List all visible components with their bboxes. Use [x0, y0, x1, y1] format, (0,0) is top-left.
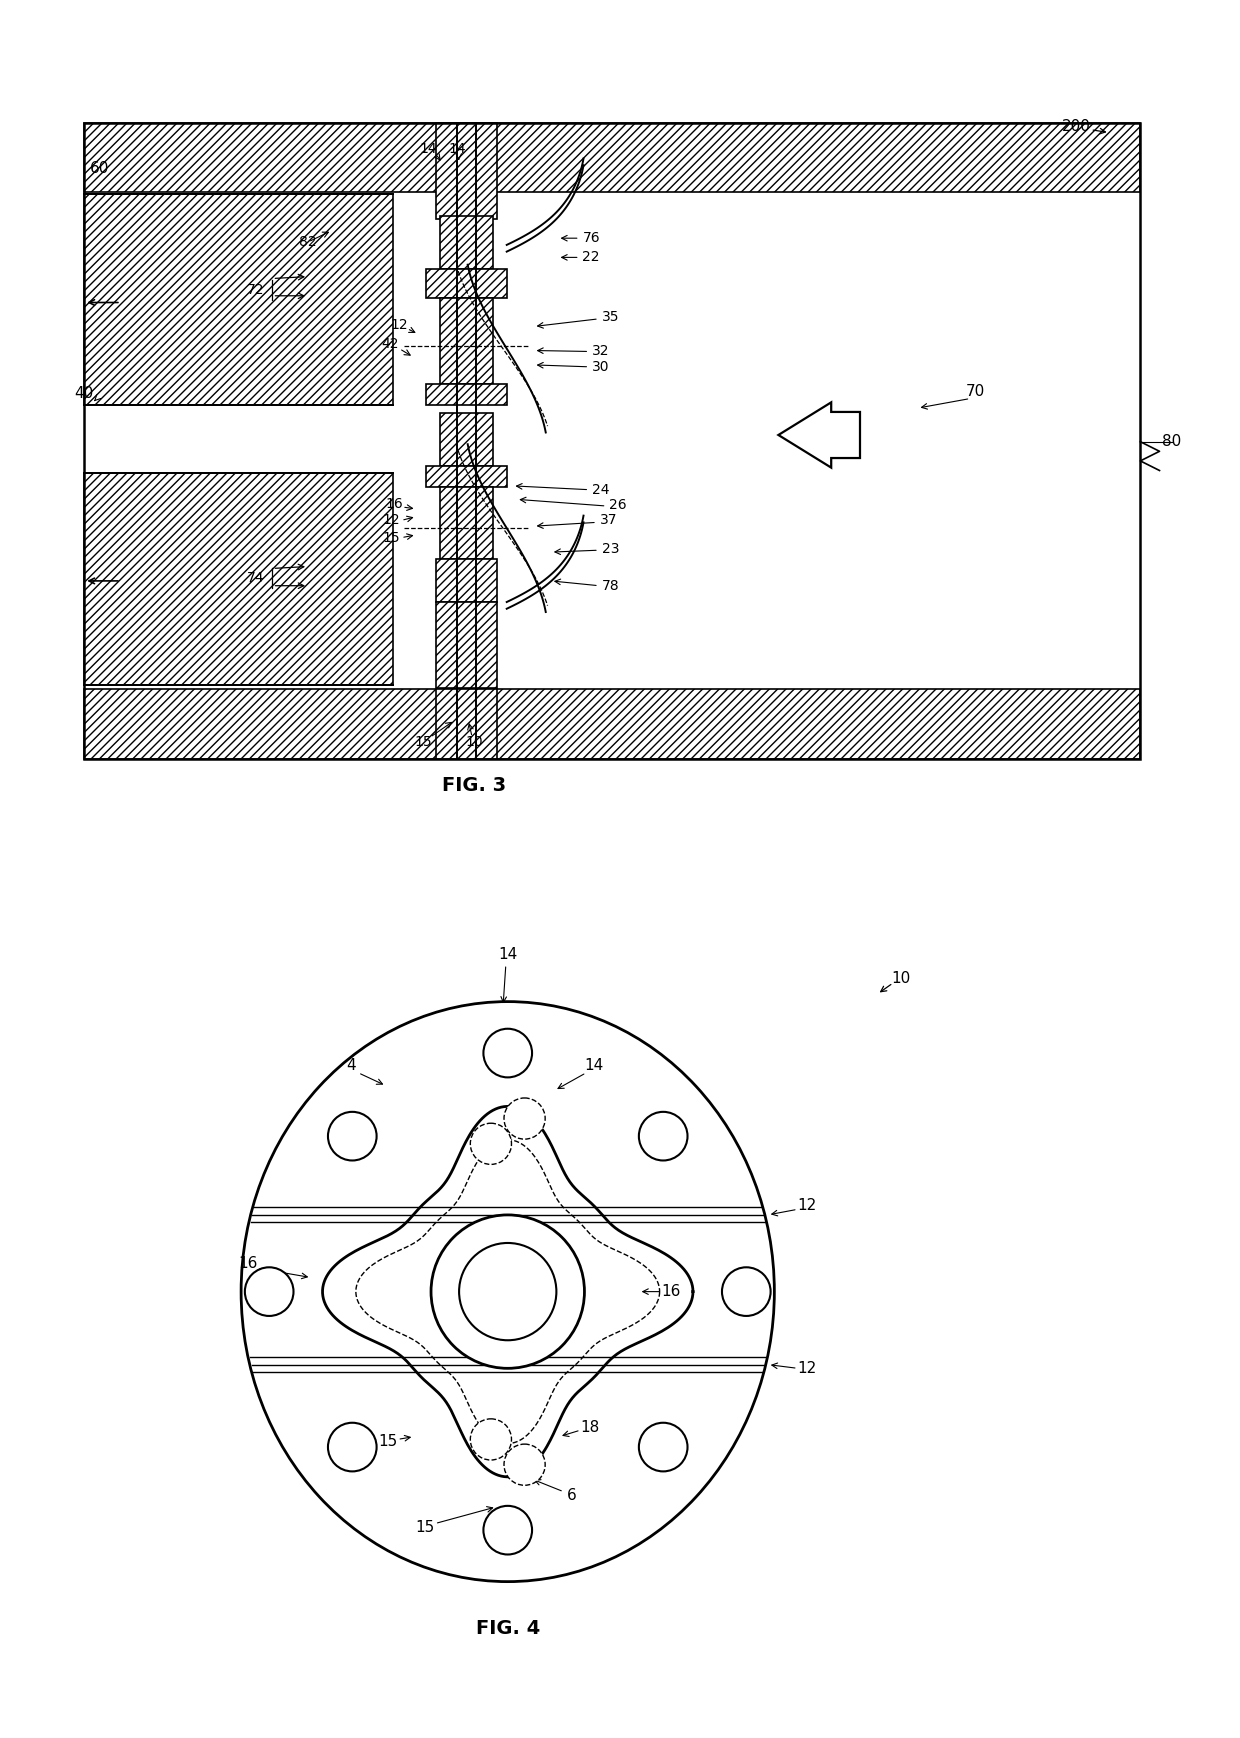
- Circle shape: [722, 1267, 770, 1316]
- Text: 22: 22: [583, 250, 600, 264]
- Text: 14: 14: [498, 947, 517, 963]
- Text: 70: 70: [966, 384, 985, 400]
- Ellipse shape: [241, 1001, 774, 1582]
- Text: 40: 40: [74, 386, 94, 401]
- Circle shape: [503, 1444, 546, 1486]
- Text: 10: 10: [892, 972, 910, 985]
- FancyArrow shape: [779, 401, 861, 468]
- Text: 30: 30: [591, 360, 610, 374]
- Text: 12: 12: [391, 318, 408, 332]
- Circle shape: [459, 1243, 557, 1340]
- Text: 42: 42: [381, 337, 398, 351]
- Text: 2: 2: [472, 1265, 482, 1281]
- Circle shape: [639, 1112, 687, 1161]
- Text: 76: 76: [583, 231, 600, 245]
- Text: 18: 18: [580, 1420, 600, 1436]
- Text: FIG. 3: FIG. 3: [441, 775, 506, 794]
- Bar: [435, 560, 497, 601]
- Text: 4: 4: [346, 1058, 356, 1072]
- Text: 37: 37: [600, 513, 618, 527]
- Text: 16: 16: [386, 497, 403, 511]
- Text: 26: 26: [609, 499, 627, 513]
- Text: 15: 15: [383, 530, 401, 544]
- Bar: [435, 601, 497, 688]
- Text: 72: 72: [247, 283, 264, 297]
- Bar: [427, 269, 507, 297]
- Text: 15: 15: [414, 735, 432, 749]
- Text: 80: 80: [1162, 434, 1182, 448]
- Text: 200: 200: [1061, 120, 1090, 134]
- Circle shape: [432, 1215, 584, 1368]
- Text: 12: 12: [797, 1361, 817, 1376]
- Text: 16: 16: [238, 1257, 258, 1270]
- Bar: [84, 195, 393, 405]
- Text: 15: 15: [378, 1434, 398, 1449]
- Text: 15: 15: [415, 1519, 435, 1535]
- Bar: [435, 123, 497, 219]
- Text: 32: 32: [591, 344, 610, 358]
- Text: 23: 23: [601, 542, 619, 556]
- Circle shape: [503, 1098, 546, 1138]
- Text: 12: 12: [383, 513, 401, 527]
- Circle shape: [470, 1418, 511, 1460]
- Text: 14: 14: [584, 1058, 604, 1072]
- Bar: [84, 473, 393, 685]
- Text: 35: 35: [601, 309, 619, 323]
- Text: 24: 24: [591, 483, 610, 497]
- Circle shape: [244, 1267, 294, 1316]
- Bar: [439, 297, 494, 384]
- Text: 10: 10: [465, 735, 482, 749]
- Circle shape: [639, 1423, 687, 1472]
- Text: 16: 16: [662, 1284, 681, 1298]
- Text: 74: 74: [247, 572, 264, 586]
- Bar: [84, 690, 1141, 758]
- Circle shape: [484, 1029, 532, 1078]
- Text: 78: 78: [601, 579, 619, 593]
- Text: 14: 14: [448, 143, 465, 156]
- Bar: [427, 466, 507, 487]
- Text: FIG. 4: FIG. 4: [476, 1618, 539, 1637]
- Bar: [439, 487, 494, 560]
- Text: 8: 8: [549, 1257, 559, 1270]
- Bar: [84, 123, 1141, 758]
- Text: 82: 82: [299, 235, 316, 249]
- Bar: [84, 123, 1141, 193]
- Bar: [439, 216, 494, 269]
- Bar: [435, 690, 497, 758]
- Circle shape: [327, 1112, 377, 1161]
- Text: 12: 12: [797, 1197, 817, 1213]
- Text: 6: 6: [567, 1488, 577, 1503]
- Circle shape: [484, 1505, 532, 1554]
- Bar: [439, 414, 494, 466]
- Circle shape: [327, 1423, 377, 1472]
- Text: 14: 14: [419, 143, 436, 156]
- Circle shape: [470, 1123, 511, 1164]
- Bar: [427, 384, 507, 405]
- Text: 60: 60: [91, 160, 109, 176]
